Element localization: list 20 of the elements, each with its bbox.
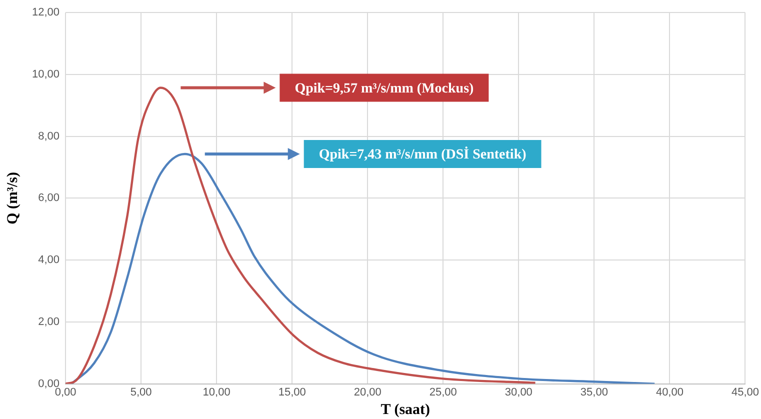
x-tick-label: 30,00 <box>504 386 532 398</box>
y-tick-label: 10,00 <box>32 68 60 80</box>
annotation: Qpik=7,43 m³/s/mm (DSİ Sentetik) <box>318 146 527 163</box>
x-tick-label: 35,00 <box>580 386 608 398</box>
x-tick-label: 5,00 <box>130 386 152 398</box>
x-tick-label: 10,00 <box>202 386 230 398</box>
x-tick-label: 40,00 <box>656 386 684 398</box>
x-axis-title: T (saat) <box>380 402 430 418</box>
y-tick-label: 12,00 <box>32 6 60 19</box>
x-tick-label: 45,00 <box>731 386 759 398</box>
annotation: Qpik=9,57 m³/s/mm (Mockus) <box>294 81 474 96</box>
y-tick-label: 6,00 <box>38 192 60 204</box>
x-tick-label: 0,00 <box>54 386 76 398</box>
x-tick-label: 20,00 <box>354 386 382 398</box>
y-tick-label: 8,00 <box>38 130 60 142</box>
y-tick-label: 4,00 <box>38 254 60 266</box>
y-axis-title: Q (m³/s) <box>4 172 21 224</box>
x-tick-label: 25,00 <box>429 386 457 398</box>
x-tick-label: 15,00 <box>278 386 306 398</box>
y-tick-label: 2,00 <box>38 316 60 328</box>
